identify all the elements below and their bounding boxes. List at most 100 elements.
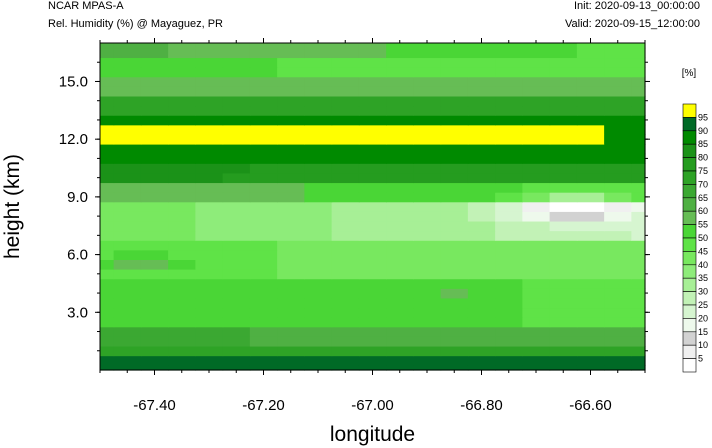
heatmap-cell bbox=[113, 134, 142, 145]
heatmap-cell bbox=[467, 355, 496, 366]
heatmap-cell bbox=[495, 297, 523, 309]
heatmap-cell bbox=[100, 163, 115, 174]
heatmap-cell bbox=[467, 76, 496, 87]
heatmap-cell bbox=[467, 307, 496, 318]
heatmap-cell bbox=[440, 67, 469, 78]
heatmap-cell bbox=[413, 249, 442, 260]
heatmap-cell bbox=[358, 124, 387, 135]
heatmap-cell bbox=[522, 240, 551, 251]
heatmap-cell bbox=[304, 317, 333, 328]
heatmap-cell bbox=[522, 57, 551, 68]
heatmap-cell bbox=[168, 211, 196, 222]
heatmap-cell bbox=[304, 134, 333, 145]
colorbar-unit: [%] bbox=[682, 68, 697, 79]
x-axis-label: longitude bbox=[330, 423, 415, 446]
heatmap-cell bbox=[304, 336, 333, 347]
heatmap-cell bbox=[522, 288, 551, 299]
heatmap-cell bbox=[358, 172, 387, 184]
heatmap-cell bbox=[631, 230, 646, 241]
heatmap-cell bbox=[440, 153, 469, 164]
heatmap-cell bbox=[386, 201, 414, 212]
colorbar-label: 25 bbox=[698, 300, 708, 310]
heatmap-cell bbox=[576, 172, 605, 184]
heatmap-cell bbox=[277, 345, 305, 357]
colorbar-label: 50 bbox=[698, 233, 708, 243]
heatmap-cell bbox=[386, 220, 414, 232]
heatmap-cell bbox=[168, 240, 196, 251]
heatmap-cell bbox=[331, 211, 360, 222]
heatmap-cell bbox=[277, 163, 305, 174]
heatmap-cell bbox=[168, 172, 196, 184]
heatmap-cell bbox=[576, 105, 605, 116]
heatmap-cell bbox=[222, 192, 251, 203]
heatmap-cell bbox=[304, 240, 333, 251]
heatmap-cell bbox=[386, 76, 414, 87]
heatmap-cell bbox=[522, 105, 551, 116]
heatmap-cell bbox=[467, 269, 496, 280]
heatmap-cell bbox=[140, 182, 169, 193]
heatmap-cell bbox=[549, 297, 578, 309]
heatmap-cell bbox=[604, 345, 632, 357]
heatmap-cell bbox=[168, 259, 196, 270]
heatmap-cell bbox=[113, 288, 142, 299]
heatmap-cell bbox=[195, 182, 224, 193]
heatmap-cell bbox=[386, 355, 414, 366]
heatmap-cell bbox=[386, 86, 414, 97]
heatmap-cell bbox=[113, 326, 142, 337]
y-tick-label: 12.0 bbox=[59, 131, 88, 148]
colorbar-swatch bbox=[682, 157, 697, 172]
heatmap-cell bbox=[195, 105, 224, 116]
colorbar-swatch bbox=[682, 210, 697, 225]
heatmap-cell bbox=[222, 115, 251, 126]
heatmap-cell bbox=[249, 57, 278, 68]
heatmap-cell bbox=[277, 230, 305, 241]
heatmap-cell bbox=[304, 172, 333, 184]
heatmap-cell bbox=[304, 278, 333, 289]
heatmap-cell bbox=[631, 345, 646, 357]
heatmap-cell bbox=[358, 297, 387, 309]
heatmap-cell bbox=[495, 134, 523, 145]
heatmap-cell bbox=[277, 220, 305, 232]
heatmap-cell bbox=[113, 67, 142, 78]
heatmap-cell bbox=[100, 365, 115, 371]
heatmap-cell bbox=[140, 57, 169, 68]
heatmap-cell bbox=[522, 259, 551, 270]
heatmap-cell bbox=[549, 259, 578, 270]
heatmap-cell bbox=[522, 43, 551, 49]
heatmap-cell bbox=[140, 240, 169, 251]
heatmap-cell bbox=[440, 124, 469, 135]
heatmap-cell bbox=[113, 211, 142, 222]
heatmap-cell bbox=[304, 365, 333, 371]
heatmap-cell bbox=[631, 182, 646, 193]
heatmap-cell bbox=[631, 297, 646, 309]
heatmap-cell bbox=[222, 345, 251, 357]
heatmap-cell bbox=[522, 269, 551, 280]
heatmap-cell bbox=[195, 57, 224, 68]
heatmap-cell bbox=[195, 47, 224, 59]
heatmap-cell bbox=[495, 124, 523, 135]
heatmap-cell bbox=[522, 115, 551, 126]
heatmap-cell bbox=[576, 249, 605, 260]
heatmap-cell bbox=[413, 67, 442, 78]
heatmap-cell bbox=[576, 230, 605, 241]
heatmap-cell bbox=[358, 192, 387, 203]
heatmap-cell bbox=[549, 172, 578, 184]
heatmap-cell bbox=[113, 249, 142, 260]
colorbar-swatch bbox=[682, 277, 697, 292]
heatmap-cell bbox=[495, 269, 523, 280]
heatmap-cell bbox=[195, 134, 224, 145]
heatmap-cell bbox=[277, 95, 305, 107]
heatmap-cell bbox=[331, 105, 360, 116]
heatmap-cell bbox=[604, 355, 632, 366]
heatmap-cell bbox=[413, 124, 442, 135]
heatmap-cell bbox=[549, 182, 578, 193]
heatmap-cell bbox=[140, 336, 169, 347]
heatmap-cell bbox=[495, 220, 523, 232]
heatmap-cell bbox=[304, 355, 333, 366]
heatmap-cell bbox=[249, 124, 278, 135]
heatmap-cell bbox=[440, 249, 469, 260]
heatmap-cell bbox=[113, 345, 142, 357]
heatmap-cell bbox=[358, 240, 387, 251]
heatmap-cell bbox=[168, 365, 196, 371]
heatmap-cell bbox=[440, 192, 469, 203]
